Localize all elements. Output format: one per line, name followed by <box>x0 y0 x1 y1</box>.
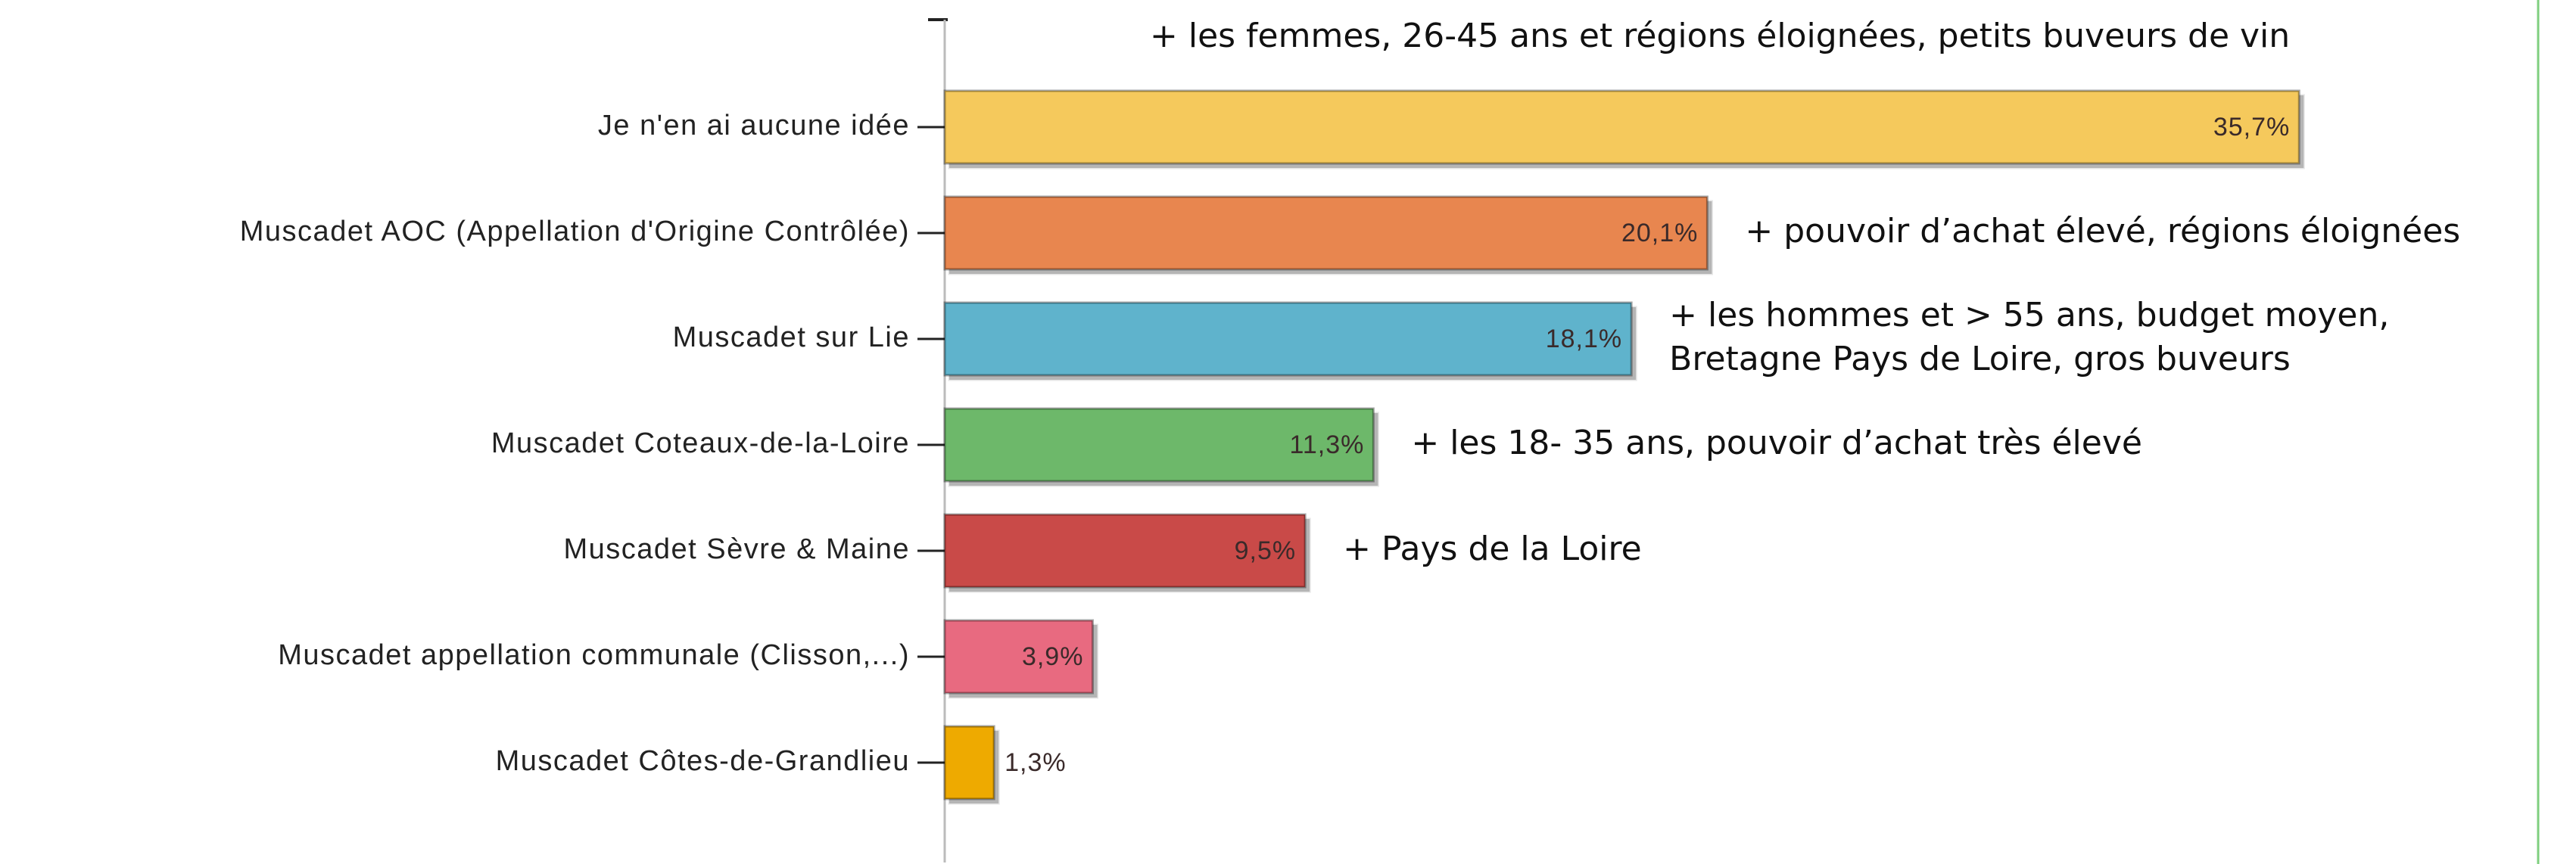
bar <box>943 195 1709 271</box>
annotation: + les 18- 35 ans, pouvoir d’achat très é… <box>1411 424 2142 462</box>
category-label: Muscadet sur Lie <box>673 322 910 353</box>
bar <box>943 725 995 800</box>
value-label: 1,3% <box>1005 748 1067 777</box>
category-label: Muscadet AOC (Appellation d'Origine Cont… <box>240 216 910 247</box>
category-label: Muscadet appellation communale (Clisson,… <box>278 639 910 671</box>
bar <box>943 619 1094 695</box>
value-label: 20,1% <box>1621 219 1698 247</box>
category-label: Je n'en ai aucune idée <box>598 110 910 141</box>
value-label: 18,1% <box>1546 325 1622 353</box>
bar <box>943 301 1633 377</box>
annotation: + les femmes, 26-45 ans et régions éloig… <box>1150 17 2290 55</box>
category-label: Muscadet Sèvre & Maine <box>563 533 910 565</box>
annotation: + Pays de la Loire <box>1343 530 1642 568</box>
bar <box>943 407 1375 483</box>
bar <box>943 513 1307 589</box>
value-label: 9,5% <box>1235 536 1297 565</box>
annotation: + pouvoir d’achat élevé, régions éloigné… <box>1745 212 2460 250</box>
value-label: 3,9% <box>1022 642 1084 671</box>
category-label: Muscadet Côtes-de-Grandlieu <box>496 745 910 777</box>
bar <box>943 89 2300 165</box>
annotation: + les hommes et > 55 ans, budget moyen, <box>1669 296 2389 334</box>
value-label: 35,7% <box>2213 113 2290 141</box>
value-label: 11,3% <box>1289 430 1364 459</box>
annotation: Bretagne Pays de Loire, gros buveurs <box>1669 340 2291 378</box>
category-label: Muscadet Coteaux-de-la-Loire <box>491 427 910 459</box>
